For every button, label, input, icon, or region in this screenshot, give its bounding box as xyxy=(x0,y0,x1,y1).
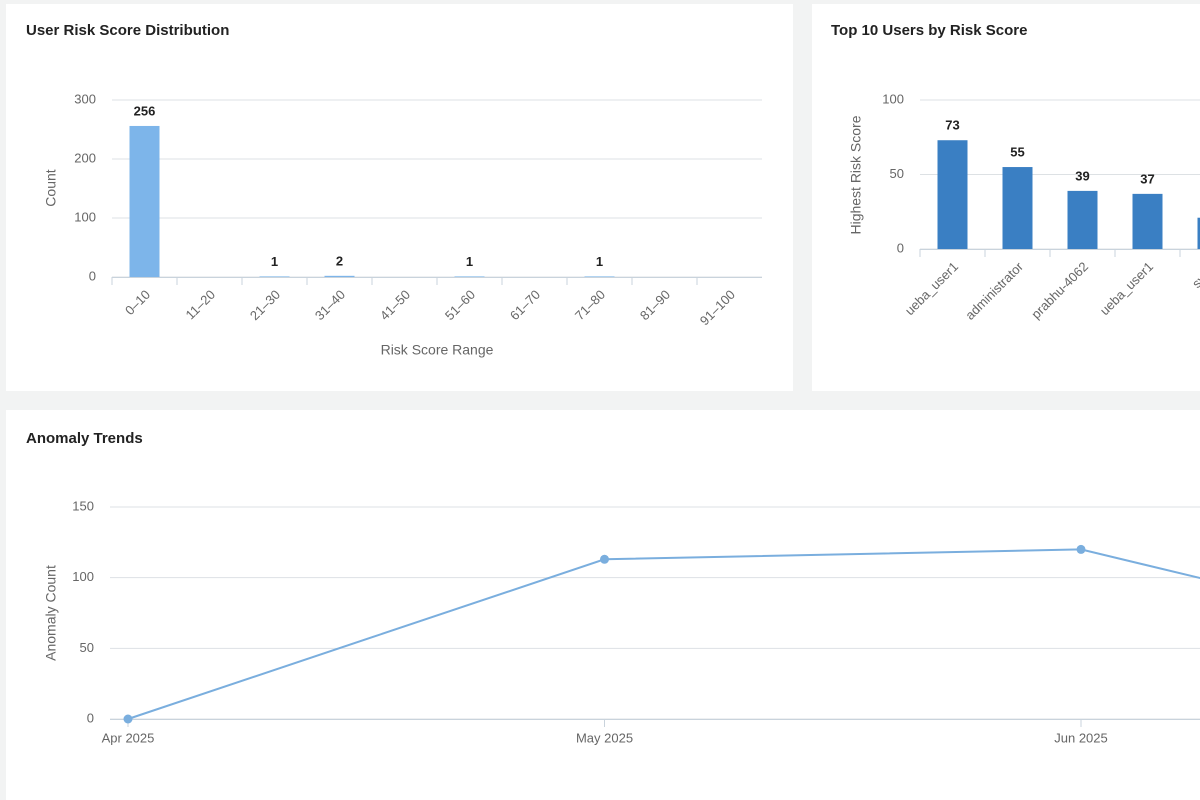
y-tick-label: 0 xyxy=(87,710,94,725)
y-tick-label: 0 xyxy=(89,268,96,283)
y-tick-label: 100 xyxy=(882,91,904,106)
point xyxy=(1076,544,1086,554)
value-label: 55 xyxy=(1010,144,1024,159)
y-axis-title: Count xyxy=(43,169,59,206)
bar xyxy=(1067,190,1098,249)
bar xyxy=(259,276,290,277)
bar xyxy=(1132,193,1163,249)
point xyxy=(600,554,609,564)
chart-title: User Risk Score Distribution xyxy=(26,22,229,39)
panel xyxy=(6,410,1200,800)
bar xyxy=(324,275,355,277)
value-label: 1 xyxy=(466,254,473,269)
x-tick-label: Jun 2025 xyxy=(1054,730,1108,745)
y-tick-label: 0 xyxy=(897,240,904,255)
bar xyxy=(1002,167,1033,249)
x-tick-label: May 2025 xyxy=(576,730,633,745)
x-tick-label: syste xyxy=(1189,259,1200,291)
y-tick-label: 50 xyxy=(890,166,904,181)
value-label: 37 xyxy=(1140,171,1154,186)
y-tick-label: 100 xyxy=(74,209,96,224)
y-axis-title: Highest Risk Score xyxy=(848,115,864,234)
bar xyxy=(584,276,615,277)
x-tick-label: Apr 2025 xyxy=(102,730,155,745)
chart-title: Top 10 Users by Risk Score xyxy=(831,22,1027,39)
panel xyxy=(6,4,793,391)
y-tick-label: 100 xyxy=(72,569,94,584)
value-label: 39 xyxy=(1075,168,1089,183)
bar xyxy=(129,125,160,278)
y-tick-label: 150 xyxy=(72,498,94,513)
point xyxy=(123,714,133,724)
value-label: 256 xyxy=(134,103,156,118)
y-tick-label: 200 xyxy=(74,150,96,165)
value-label: 2 xyxy=(336,253,343,268)
value-label: 73 xyxy=(945,118,959,133)
bar xyxy=(454,276,485,277)
chart-title: Anomaly Trends xyxy=(26,430,143,447)
y-tick-label: 50 xyxy=(80,640,94,655)
value-label: 1 xyxy=(596,254,603,269)
x-axis-title: Risk Score Range xyxy=(381,342,494,358)
y-tick-label: 300 xyxy=(74,91,96,106)
bar xyxy=(1197,217,1200,249)
line xyxy=(127,548,1200,720)
value-label: 1 xyxy=(271,254,278,269)
bar xyxy=(937,140,968,249)
y-axis-title: Anomaly Count xyxy=(43,565,59,661)
